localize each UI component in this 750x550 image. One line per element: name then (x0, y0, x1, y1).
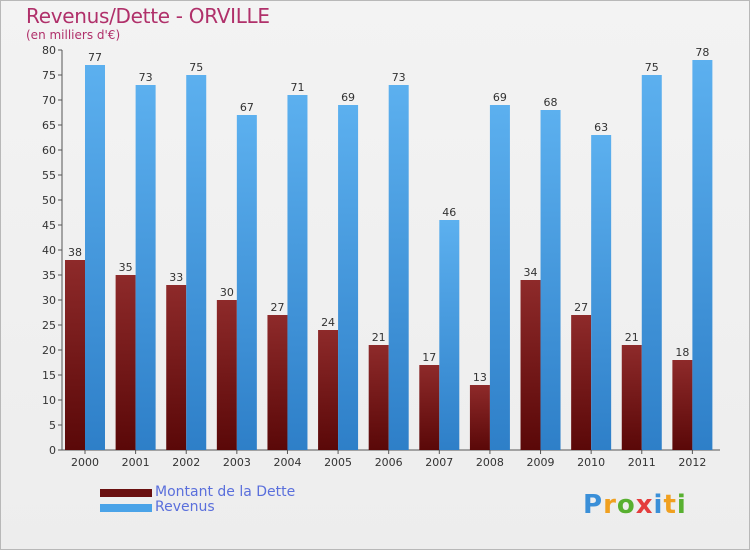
x-tick-label: 2001 (122, 456, 150, 469)
y-tick-label: 25 (42, 319, 56, 332)
legend-swatch-dette (100, 489, 152, 497)
chart-title: Revenus/Dette - ORVILLE (26, 4, 270, 28)
x-tick-label: 2008 (476, 456, 504, 469)
bar-revenus (439, 220, 460, 450)
bar-revenus (85, 65, 105, 450)
bar-dette (267, 315, 288, 450)
data-label-revenus: 63 (594, 121, 608, 134)
bar-revenus (591, 135, 612, 450)
bar-dette (419, 365, 440, 450)
data-label-dette: 13 (473, 371, 487, 384)
data-label-dette: 24 (321, 316, 335, 329)
y-tick-label: 20 (42, 344, 56, 357)
bar-revenus (287, 95, 308, 450)
data-label-revenus: 75 (189, 61, 203, 74)
bar-revenus (388, 85, 409, 450)
x-tick-label: 2012 (678, 456, 706, 469)
y-tick-label: 0 (49, 444, 56, 457)
data-label-revenus: 71 (290, 81, 304, 94)
y-tick-label: 35 (42, 269, 56, 282)
bar-dette (216, 300, 237, 450)
bar-dette (469, 385, 490, 450)
legend-label-revenus: Revenus (155, 499, 215, 515)
bar-dette (166, 285, 187, 450)
data-label-revenus: 73 (139, 71, 153, 84)
bar-revenus (236, 115, 257, 450)
legend-swatch-revenus (100, 504, 152, 512)
bar-revenus (692, 60, 713, 450)
chart-subtitle: (en milliers d'€) (26, 28, 121, 42)
y-tick-label: 80 (42, 44, 56, 57)
data-label-revenus: 69 (493, 91, 507, 104)
legend-label-dette: Montant de la Dette (155, 484, 296, 500)
data-label-revenus: 78 (695, 46, 709, 59)
bar-revenus (540, 110, 561, 450)
data-label-dette: 21 (372, 331, 386, 344)
bar-dette (368, 345, 389, 450)
x-tick-label: 2010 (577, 456, 605, 469)
data-label-revenus: 69 (341, 91, 355, 104)
data-label-revenus: 46 (442, 206, 456, 219)
data-label-revenus: 68 (544, 96, 558, 109)
bar-revenus (641, 75, 662, 450)
y-tick-label: 65 (42, 119, 56, 132)
data-label-dette: 35 (119, 261, 133, 274)
x-tick-label: 2011 (628, 456, 656, 469)
y-tick-label: 50 (42, 194, 56, 207)
bar-revenus (489, 105, 510, 450)
data-label-dette: 17 (422, 351, 436, 364)
x-tick-label: 2009 (527, 456, 555, 469)
y-tick-label: 75 (42, 69, 56, 82)
x-tick-label: 2004 (273, 456, 301, 469)
x-tick-label: 2003 (223, 456, 251, 469)
y-tick-label: 70 (42, 94, 56, 107)
data-label-dette: 18 (675, 346, 689, 359)
y-tick-label: 5 (49, 419, 56, 432)
data-label-dette: 38 (68, 246, 82, 259)
bar-dette (115, 275, 136, 450)
y-tick-label: 30 (42, 294, 56, 307)
x-tick-label: 2006 (375, 456, 403, 469)
bar-revenus (186, 75, 207, 450)
x-tick-label: 2005 (324, 456, 352, 469)
data-label-revenus: 75 (645, 61, 659, 74)
bar-dette (318, 330, 339, 450)
data-label-dette: 33 (169, 271, 183, 284)
y-tick-label: 45 (42, 219, 56, 232)
bar-revenus (338, 105, 359, 450)
bar-dette (520, 280, 541, 450)
bar-dette (672, 360, 693, 450)
bar-dette (621, 345, 642, 450)
bar-dette (65, 260, 85, 450)
bar-revenus (135, 85, 156, 450)
x-tick-label: 2000 (71, 456, 99, 469)
y-tick-label: 40 (42, 244, 56, 257)
data-label-dette: 30 (220, 286, 234, 299)
y-tick-label: 55 (42, 169, 56, 182)
y-tick-label: 10 (42, 394, 56, 407)
y-tick-label: 60 (42, 144, 56, 157)
data-label-revenus: 73 (392, 71, 406, 84)
data-label-dette: 21 (625, 331, 639, 344)
data-label-dette: 34 (524, 266, 538, 279)
x-tick-label: 2002 (172, 456, 200, 469)
data-label-revenus: 77 (88, 51, 102, 64)
x-tick-label: 2007 (425, 456, 453, 469)
data-label-revenus: 67 (240, 101, 254, 114)
data-label-dette: 27 (574, 301, 588, 314)
bar-dette (571, 315, 592, 450)
proxiti-logo: Proxiti (583, 490, 687, 520)
y-tick-label: 15 (42, 369, 56, 382)
data-label-dette: 27 (270, 301, 284, 314)
